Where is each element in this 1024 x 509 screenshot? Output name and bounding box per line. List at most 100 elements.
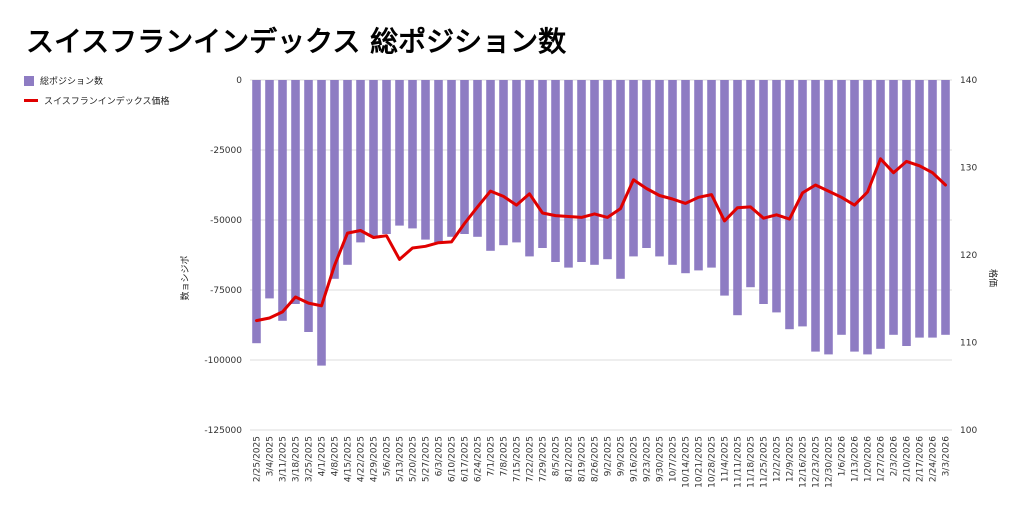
x-tick-label: 12/30/2025: [825, 436, 835, 488]
x-tick-label: 11/11/2025: [734, 436, 744, 488]
legend-item-positions: 総ポジション数: [24, 74, 103, 87]
x-tick-label: 2/3/2026: [890, 436, 900, 477]
x-tick-label: 4/29/2025: [370, 436, 380, 482]
bar: [434, 80, 443, 243]
y2-tick-label: 120: [960, 251, 977, 261]
x-tick-label: 4/22/2025: [357, 436, 367, 482]
x-tick-label: 5/6/2025: [383, 436, 393, 476]
bar: [824, 80, 833, 355]
bar: [772, 80, 781, 313]
bar: [343, 80, 352, 265]
bar: [811, 80, 820, 352]
gridlines: [250, 79, 952, 431]
bar: [733, 80, 742, 316]
bar: [616, 80, 625, 279]
bar: [681, 80, 690, 274]
bar: [278, 80, 287, 321]
x-tick-label: 12/23/2025: [812, 436, 822, 488]
bar: [265, 80, 274, 299]
x-tick-label: 12/2/2025: [773, 436, 783, 482]
x-tick-label: 2/24/2026: [929, 436, 939, 482]
bar: [304, 80, 313, 332]
bar: [460, 80, 469, 234]
x-tick-label: 3/3/2026: [942, 436, 952, 477]
x-tick-label: 10/14/2025: [682, 436, 692, 488]
bar: [356, 80, 365, 243]
x-tick-label: 11/18/2025: [747, 436, 757, 488]
y-tick-label: -125000: [204, 426, 242, 436]
legend-swatch-line: [24, 99, 38, 102]
bar: [395, 80, 404, 226]
bar: [252, 80, 261, 344]
x-tick-label: 11/4/2025: [721, 436, 731, 482]
legend-swatch-bar: [24, 75, 34, 86]
bar: [382, 80, 391, 234]
y2-axis-ticks: 140 130 120 110 100: [960, 76, 977, 436]
x-tick-label: 7/15/2025: [513, 436, 523, 482]
bar: [863, 80, 872, 355]
x-tick-label: 6/3/2025: [435, 436, 445, 476]
x-tick-label: 9/9/2025: [617, 436, 627, 476]
x-tick-label: 2/17/2026: [916, 436, 926, 482]
x-tick-label: 2/10/2026: [903, 436, 913, 482]
bar: [642, 80, 651, 248]
bar: [759, 80, 768, 304]
x-tick-label: 7/8/2025: [500, 436, 510, 476]
y-tick-label: -100000: [204, 356, 242, 366]
x-tick-label: 12/9/2025: [786, 436, 796, 482]
x-tick-label: 3/18/2025: [292, 436, 302, 482]
bar: [798, 80, 807, 327]
x-tick-label: 6/10/2025: [448, 436, 458, 482]
y-tick-label: -75000: [210, 286, 242, 296]
x-tick-label: 8/19/2025: [578, 436, 588, 482]
bar: [291, 80, 300, 304]
x-tick-label: 6/17/2025: [461, 436, 471, 482]
bar: [837, 80, 846, 335]
x-tick-label: 4/1/2025: [318, 436, 328, 476]
legend-label-positions: 総ポジション数: [40, 77, 104, 87]
bar: [499, 80, 508, 246]
x-tick-label: 11/25/2025: [760, 436, 770, 488]
x-tick-label: 12/16/2025: [799, 436, 809, 488]
bar: [447, 80, 456, 237]
bar: [902, 80, 911, 346]
legend-label-price: スイスフランインデックス価格: [44, 97, 170, 107]
chart-title: スイスフランインデックス 総ポジション数: [26, 25, 567, 58]
bar: [928, 80, 937, 338]
x-tick-label: 1/6/2026: [838, 436, 848, 477]
x-tick-label: 7/1/2025: [487, 436, 497, 476]
bar: [707, 80, 716, 268]
bar: [486, 80, 495, 251]
x-tick-label: 7/22/2025: [526, 436, 536, 482]
x-tick-label: 1/13/2026: [851, 436, 861, 482]
bar: [668, 80, 677, 265]
bar: [785, 80, 794, 330]
y2-axis-label: 格価: [987, 269, 999, 287]
y-tick-label: -25000: [210, 146, 242, 156]
y2-tick-label: 110: [960, 339, 977, 349]
price-line: [255, 157, 947, 323]
bar: [694, 80, 703, 271]
bar: [473, 80, 482, 237]
x-tick-label: 2/25/2025: [253, 436, 263, 482]
x-tick-label: 5/13/2025: [396, 436, 406, 482]
x-tick-label: 9/16/2025: [630, 436, 640, 482]
bar: [590, 80, 599, 265]
x-tick-label: 8/26/2025: [591, 436, 601, 482]
bar: [525, 80, 534, 257]
bar: [551, 80, 560, 262]
x-tick-label: 8/12/2025: [565, 436, 575, 482]
bar: [564, 80, 573, 268]
x-tick-label: 10/28/2025: [708, 436, 718, 488]
bar: [603, 80, 612, 260]
bar: [655, 80, 664, 257]
bar: [512, 80, 521, 243]
x-tick-label: 6/24/2025: [474, 436, 484, 482]
y-axis-ticks: 0 -25000 -50000 -75000 -100000 -125000: [204, 76, 242, 436]
x-axis-ticks: 2/25/2025 3/4/2025 3/11/2025 3/18/2025 3/25/…: [253, 436, 952, 488]
bar: [850, 80, 859, 352]
x-tick-label: 1/20/2026: [864, 436, 874, 482]
bar: [915, 80, 924, 338]
bar: [746, 80, 755, 288]
